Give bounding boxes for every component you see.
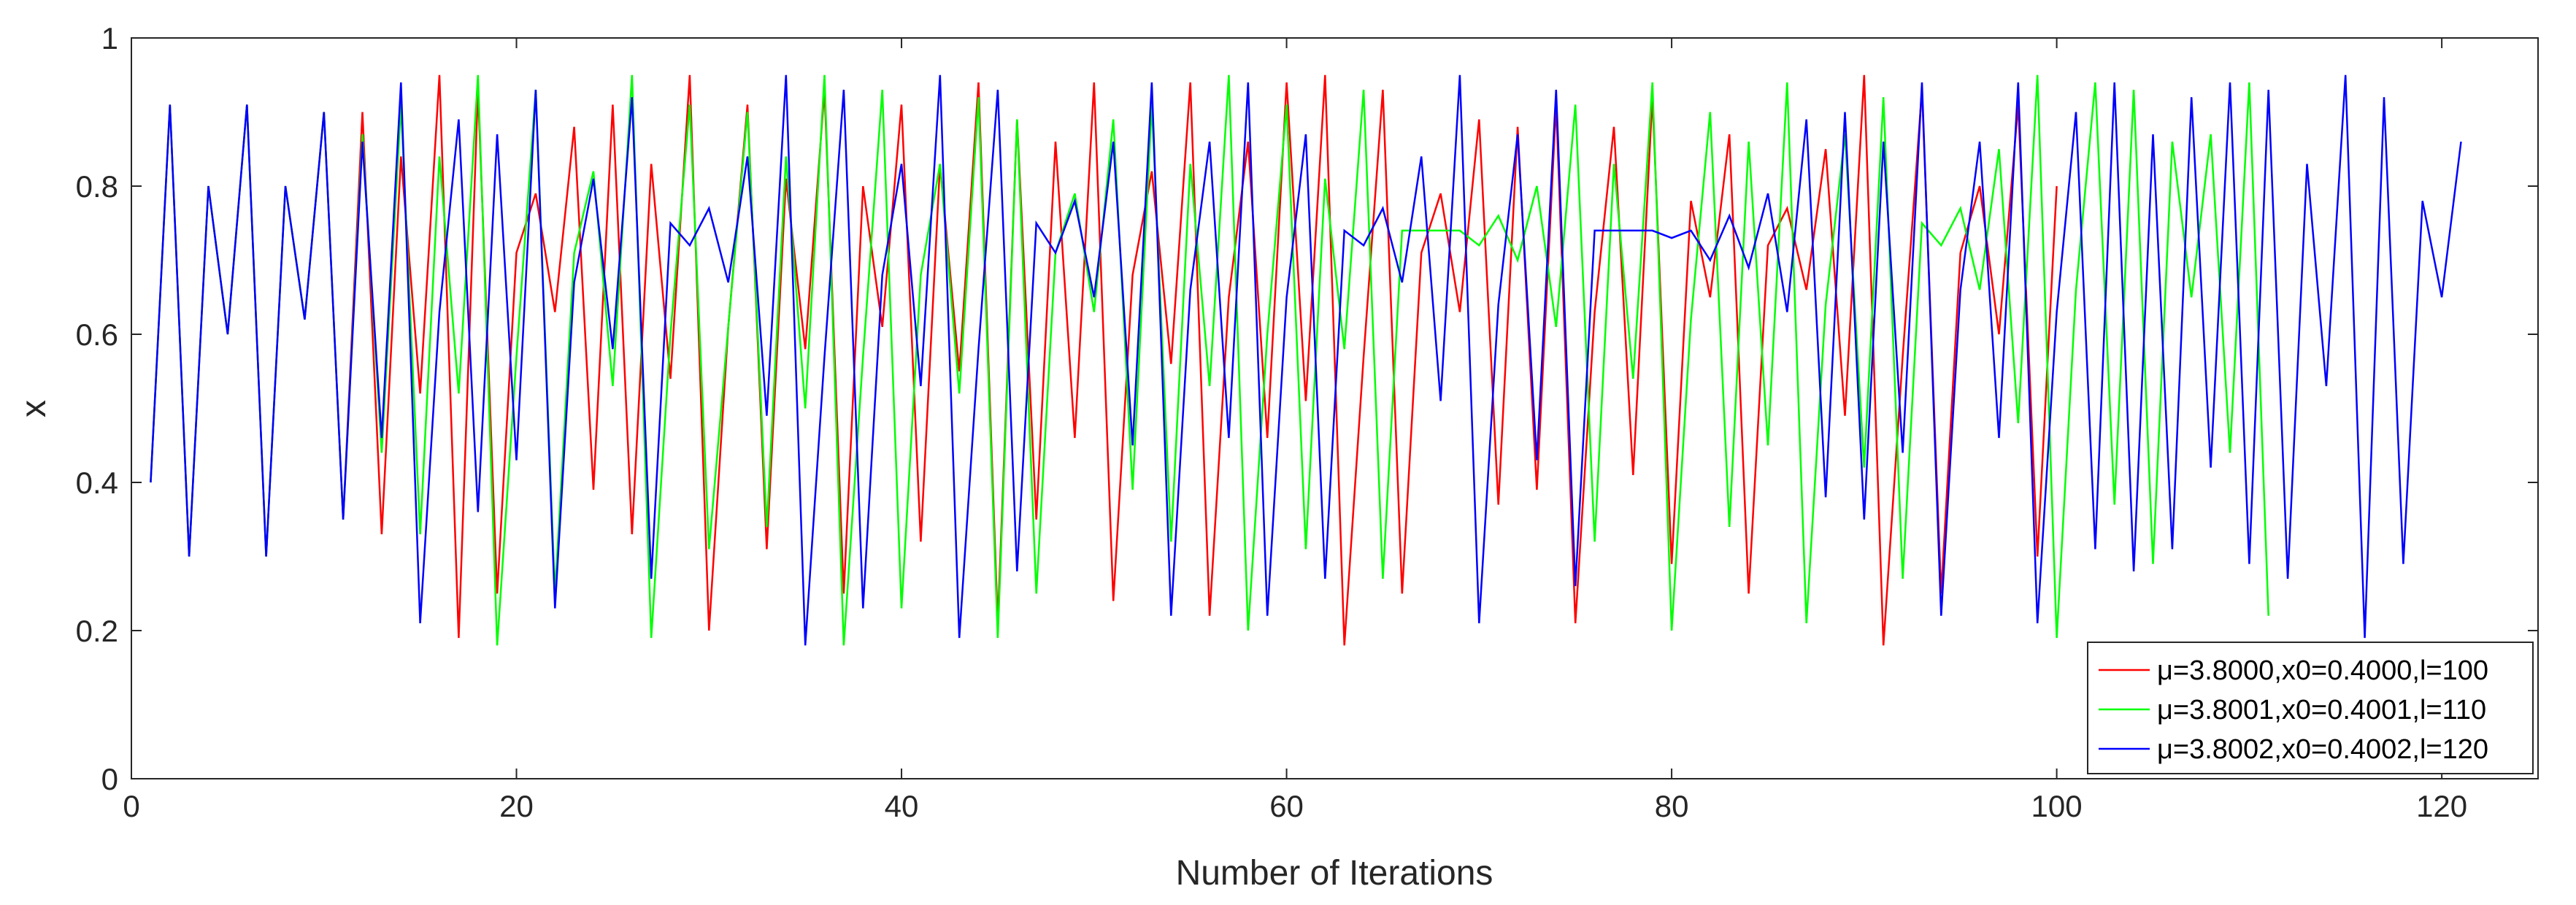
y-tick-label-1: 1 [101, 21, 118, 55]
plot-frame [131, 37, 2539, 779]
x-tick-label-0: 0 [123, 789, 139, 823]
x-tick-label-80: 80 [1655, 789, 1689, 823]
x-tick-label-20: 20 [499, 789, 534, 823]
y-tick-label-0.8: 0.8 [76, 169, 118, 204]
y-tick-label-0: 0 [101, 762, 118, 796]
x-tick-label-60: 60 [1269, 789, 1304, 823]
series-line-0 [150, 74, 2058, 646]
series-line-2 [150, 74, 2462, 646]
legend-label-green: μ=3.8001,x0=0.4001,l=110 [2157, 695, 2486, 725]
series-layer [150, 74, 2462, 646]
legend: μ=3.8000,x0=0.4000,l=100 μ=3.8001,x0=0.4… [2087, 642, 2534, 774]
legend-label-blue: μ=3.8002,x0=0.4002,l=120 [2157, 734, 2488, 765]
y-axis-label: x [15, 400, 53, 417]
x-axis-label: Number of Iterations [1176, 854, 1493, 893]
series-line-1 [150, 74, 2269, 646]
legend-box [2087, 642, 2534, 774]
axes-layer [131, 37, 2539, 779]
x-tick-label-100: 100 [2031, 789, 2083, 823]
ticks-layer: 0 20 40 60 80 100 120 0 0.2 0.4 0.6 0.8 1 [76, 21, 2538, 823]
x-tick-label-40: 40 [885, 789, 919, 823]
y-tick-label-0.4: 0.4 [76, 466, 118, 500]
x-tick-label-120: 120 [2416, 789, 2467, 823]
y-tick-label-0.2: 0.2 [76, 614, 118, 648]
y-tick-label-0.6: 0.6 [76, 317, 118, 352]
legend-label-red: μ=3.8000,x0=0.4000,l=100 [2157, 655, 2488, 686]
